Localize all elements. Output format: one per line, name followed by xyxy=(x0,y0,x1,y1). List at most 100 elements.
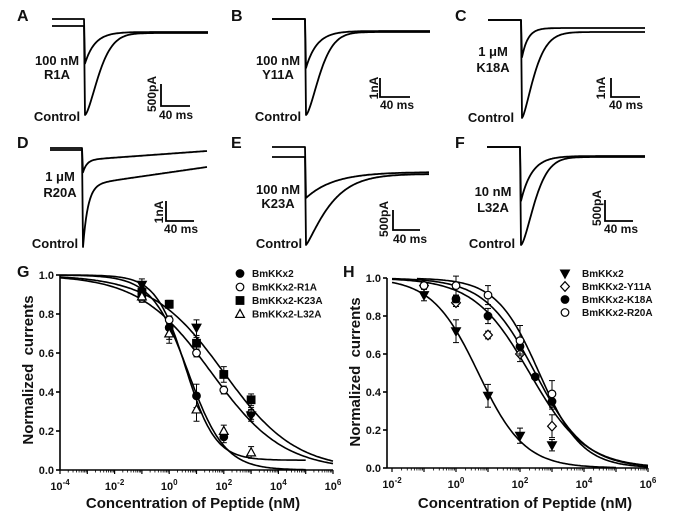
panel-letter: C xyxy=(455,8,467,25)
legend-marker xyxy=(235,296,245,305)
data-marker xyxy=(483,290,493,300)
data-marker xyxy=(192,348,201,358)
data-marker xyxy=(547,389,557,399)
peptide-name-label: R1A xyxy=(44,67,71,82)
legend-item: BmKKx2-R1A xyxy=(235,283,317,294)
scale-bar-current-label: 1nA xyxy=(594,76,608,99)
chart-plot-area: 0.00.20.40.60.81.010-4 10-2 100 102 104 106Bm… xyxy=(39,269,342,493)
legend: BmKKx2 BmKKx2-R1A BmKKx2-K23A BmKKx2-L32A xyxy=(234,269,323,321)
x-tick-label-base: 10 xyxy=(448,479,460,491)
y-tick-label: 0.0 xyxy=(366,463,381,475)
control-label: Control xyxy=(469,236,515,251)
legend-label: BmKKx2-K18A xyxy=(582,295,653,306)
panel-e: E 100 nM K23A Control 500pA 40 ms xyxy=(231,135,429,251)
current-traces xyxy=(52,18,208,116)
data-marker xyxy=(191,403,202,414)
panel-letter: G xyxy=(17,264,29,281)
data-marker xyxy=(218,425,230,435)
x-tick-label-exponent: -4 xyxy=(63,478,71,487)
scale-bar xyxy=(165,201,194,222)
x-tick-label: 104 xyxy=(270,478,287,493)
peptide-current-trace xyxy=(50,147,208,174)
data-marker xyxy=(136,280,148,291)
data-series xyxy=(136,290,257,459)
peptide-name-label: K23A xyxy=(261,196,295,211)
peptide-concentration-label: 100 nM xyxy=(256,53,300,68)
x-tick-label: 10-2 xyxy=(382,476,402,491)
scale-bar-current-label: 500pA xyxy=(377,201,391,237)
x-tick-label-base: 10 xyxy=(161,481,173,493)
x-tick-label: 10-2 xyxy=(105,478,125,493)
x-tick-label-exponent: 0 xyxy=(173,478,178,487)
data-point xyxy=(482,329,494,341)
legend-marker xyxy=(559,280,571,293)
x-tick-label: 10-4 xyxy=(50,478,70,493)
scale-bar-current-label: 1nA xyxy=(367,76,381,99)
x-tick-label: 102 xyxy=(215,478,232,493)
panel-h-dose-response-chart: H 0.00.20.40.60.81.010-2 100 102 104 106BmKK… xyxy=(343,264,657,512)
y-tick-label: 0.8 xyxy=(366,311,381,323)
scale-bar xyxy=(379,78,410,98)
legend-item: BmKKx2-Y11A xyxy=(559,280,651,293)
x-tick-label-exponent: -2 xyxy=(395,476,403,485)
control-label: Control xyxy=(34,109,80,124)
x-tick-label: 100 xyxy=(448,476,465,491)
data-marker xyxy=(451,294,461,304)
control-current-trace xyxy=(272,18,430,116)
legend-label: BmKKx2-L32A xyxy=(252,310,321,321)
scale-bar-time-label: 40 ms xyxy=(604,222,638,236)
data-marker xyxy=(245,411,257,422)
data-point xyxy=(192,336,201,350)
scale-bar-current-label: 500pA xyxy=(145,76,159,112)
data-marker xyxy=(219,370,229,379)
data-marker xyxy=(219,385,229,395)
legend-label: BmKKx2-R1A xyxy=(252,283,317,294)
data-point xyxy=(419,281,429,291)
x-tick-label-base: 10 xyxy=(270,481,282,493)
data-point xyxy=(136,290,148,301)
data-point xyxy=(246,393,256,407)
y-tick-label: 0.2 xyxy=(366,425,381,437)
x-tick-label-exponent: 0 xyxy=(460,476,465,485)
peptide-current-trace xyxy=(272,146,429,199)
control-label: Control xyxy=(256,236,302,251)
x-tick-label-base: 10 xyxy=(382,479,394,491)
data-point xyxy=(530,372,540,382)
data-point xyxy=(164,315,174,325)
legend: BmKKx2 BmKKx2-Y11A BmKKx2-K18A BmKKx2-R20A xyxy=(559,269,653,319)
legend-item: BmKKx2-K18A xyxy=(560,295,653,306)
control-label: Control xyxy=(468,110,514,125)
legend-item: BmKKx2-L32A xyxy=(234,308,321,321)
x-tick-label-exponent: 2 xyxy=(228,478,233,487)
data-point xyxy=(219,385,229,395)
data-marker xyxy=(482,329,494,341)
current-traces xyxy=(488,19,645,119)
y-tick-label: 0.4 xyxy=(366,387,382,399)
y-axis-title: Normalized currents xyxy=(20,295,37,444)
data-point xyxy=(245,446,257,459)
data-marker xyxy=(136,290,148,301)
scale-bar xyxy=(610,78,640,98)
panel-c: C 1 μM K18A Control 1nA 40 ms xyxy=(455,8,645,125)
data-point xyxy=(163,323,175,344)
y-tick-label: 0.0 xyxy=(39,465,54,477)
x-axis-title: Concentration of Peptide (nM) xyxy=(418,495,632,512)
x-tick-label-base: 10 xyxy=(50,481,62,493)
panel-a: A 100 nM R1A Control 500pA 40 ms xyxy=(17,8,208,124)
data-point xyxy=(192,348,201,358)
scale-bar xyxy=(160,84,190,107)
legend-item: BmKKx2-R20A xyxy=(560,308,653,319)
data-point xyxy=(515,325,525,357)
x-tick-label: 100 xyxy=(161,478,178,493)
panel-b: B 100 nM Y11A Control 1nA 40 ms xyxy=(231,8,430,124)
data-point xyxy=(450,319,462,344)
panel-f: F 10 nM L32A Control 500pA 40 ms xyxy=(455,135,645,251)
y-tick-label: 1.0 xyxy=(366,273,381,285)
data-marker xyxy=(515,336,525,346)
x-tick-label-base: 10 xyxy=(105,481,117,493)
fit-curve xyxy=(416,277,648,468)
y-tick-label: 0.4 xyxy=(39,387,55,399)
scale-bar-time-label: 40 ms xyxy=(164,222,198,236)
scale-bar xyxy=(392,210,420,231)
panel-letter: A xyxy=(17,8,29,25)
